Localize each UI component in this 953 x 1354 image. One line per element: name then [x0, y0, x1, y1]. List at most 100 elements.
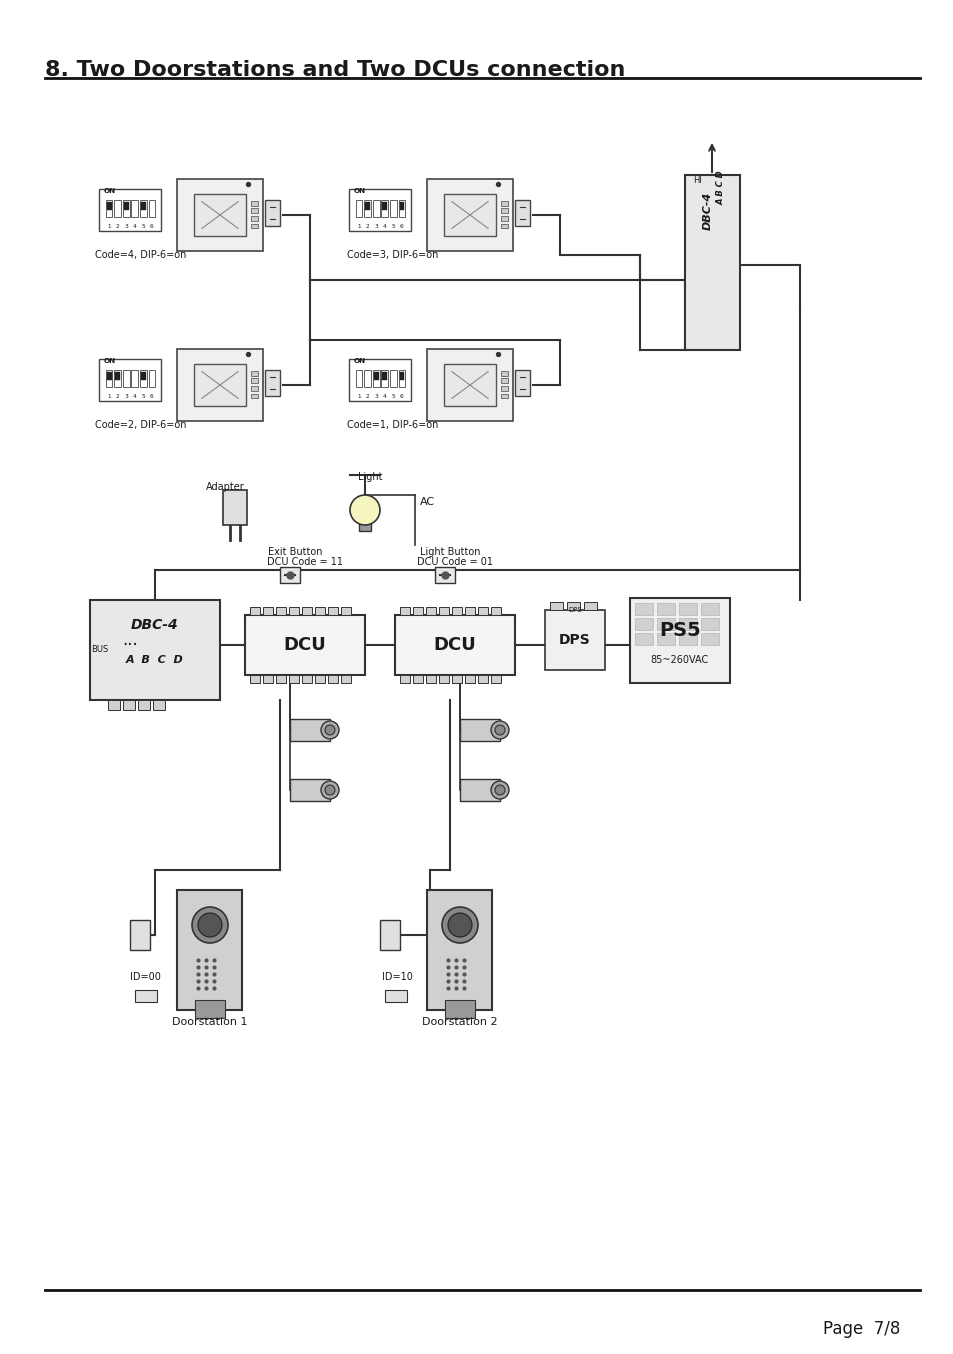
Text: DCU Code = 11: DCU Code = 11 [267, 556, 343, 567]
FancyBboxPatch shape [374, 372, 378, 379]
FancyBboxPatch shape [140, 370, 147, 387]
FancyBboxPatch shape [193, 364, 246, 406]
FancyBboxPatch shape [114, 200, 121, 217]
FancyBboxPatch shape [265, 200, 280, 226]
FancyBboxPatch shape [275, 607, 286, 615]
FancyBboxPatch shape [115, 372, 120, 379]
Text: 5: 5 [141, 223, 145, 229]
Text: 2: 2 [365, 394, 369, 398]
FancyBboxPatch shape [657, 617, 675, 630]
FancyBboxPatch shape [106, 200, 112, 217]
FancyBboxPatch shape [501, 378, 507, 383]
FancyBboxPatch shape [141, 202, 146, 210]
Circle shape [495, 785, 504, 795]
Circle shape [350, 496, 379, 525]
FancyBboxPatch shape [459, 719, 499, 741]
FancyBboxPatch shape [349, 188, 411, 232]
Circle shape [192, 907, 228, 942]
Text: ...: ... [122, 631, 138, 649]
FancyBboxPatch shape [194, 1001, 225, 1018]
FancyBboxPatch shape [398, 200, 405, 217]
FancyBboxPatch shape [501, 386, 507, 391]
FancyBboxPatch shape [438, 676, 449, 682]
Text: ON: ON [104, 359, 116, 364]
FancyBboxPatch shape [99, 188, 161, 232]
FancyBboxPatch shape [302, 607, 312, 615]
FancyBboxPatch shape [427, 179, 512, 250]
FancyBboxPatch shape [399, 202, 404, 210]
FancyBboxPatch shape [251, 215, 257, 221]
Text: Doorstation 1: Doorstation 1 [172, 1017, 248, 1026]
FancyBboxPatch shape [290, 779, 330, 802]
FancyBboxPatch shape [491, 607, 500, 615]
FancyBboxPatch shape [138, 700, 150, 709]
FancyBboxPatch shape [443, 194, 496, 237]
FancyBboxPatch shape [290, 719, 330, 741]
FancyBboxPatch shape [635, 632, 652, 645]
FancyBboxPatch shape [501, 223, 507, 229]
FancyBboxPatch shape [438, 607, 449, 615]
FancyBboxPatch shape [123, 700, 135, 709]
Text: 1: 1 [357, 394, 360, 398]
FancyBboxPatch shape [385, 990, 407, 1002]
FancyBboxPatch shape [635, 617, 652, 630]
FancyBboxPatch shape [358, 523, 371, 531]
FancyBboxPatch shape [629, 597, 729, 682]
Text: 4: 4 [132, 394, 136, 398]
Text: 2: 2 [115, 394, 119, 398]
FancyBboxPatch shape [328, 676, 337, 682]
FancyBboxPatch shape [340, 676, 351, 682]
Text: 5: 5 [391, 394, 395, 398]
FancyBboxPatch shape [501, 209, 507, 213]
FancyBboxPatch shape [464, 607, 475, 615]
FancyBboxPatch shape [107, 372, 112, 379]
FancyBboxPatch shape [364, 370, 371, 387]
Text: DBC-4: DBC-4 [132, 617, 178, 632]
FancyBboxPatch shape [355, 200, 362, 217]
FancyBboxPatch shape [491, 676, 500, 682]
Text: 4: 4 [132, 223, 136, 229]
FancyBboxPatch shape [340, 607, 351, 615]
FancyBboxPatch shape [314, 607, 325, 615]
FancyBboxPatch shape [700, 617, 719, 630]
FancyBboxPatch shape [515, 370, 530, 395]
FancyBboxPatch shape [280, 567, 299, 584]
Circle shape [325, 724, 335, 735]
FancyBboxPatch shape [700, 632, 719, 645]
FancyBboxPatch shape [381, 370, 388, 387]
FancyBboxPatch shape [245, 615, 365, 676]
FancyBboxPatch shape [550, 603, 562, 611]
Circle shape [491, 781, 509, 799]
FancyBboxPatch shape [657, 603, 675, 615]
Text: 6: 6 [399, 223, 403, 229]
FancyBboxPatch shape [289, 607, 298, 615]
Text: ON: ON [354, 188, 366, 195]
FancyBboxPatch shape [250, 676, 260, 682]
FancyBboxPatch shape [399, 607, 410, 615]
Text: 4: 4 [382, 394, 386, 398]
FancyBboxPatch shape [395, 615, 515, 676]
Text: BUS: BUS [91, 646, 109, 654]
FancyBboxPatch shape [123, 200, 130, 217]
FancyBboxPatch shape [107, 202, 112, 210]
FancyBboxPatch shape [373, 200, 379, 217]
FancyBboxPatch shape [390, 200, 396, 217]
FancyBboxPatch shape [501, 371, 507, 375]
FancyBboxPatch shape [700, 603, 719, 615]
Text: 6: 6 [150, 223, 153, 229]
Text: 4: 4 [382, 223, 386, 229]
Text: Page  7/8: Page 7/8 [821, 1320, 899, 1338]
Circle shape [441, 907, 477, 942]
FancyBboxPatch shape [583, 603, 597, 611]
Text: DBC-4: DBC-4 [702, 192, 712, 230]
FancyBboxPatch shape [373, 370, 379, 387]
FancyBboxPatch shape [251, 223, 257, 229]
FancyBboxPatch shape [132, 200, 138, 217]
FancyBboxPatch shape [355, 370, 362, 387]
Circle shape [320, 720, 338, 739]
Text: ID=00: ID=00 [130, 972, 161, 982]
FancyBboxPatch shape [381, 200, 388, 217]
Text: AC: AC [419, 497, 435, 506]
FancyBboxPatch shape [398, 370, 405, 387]
FancyBboxPatch shape [413, 676, 422, 682]
